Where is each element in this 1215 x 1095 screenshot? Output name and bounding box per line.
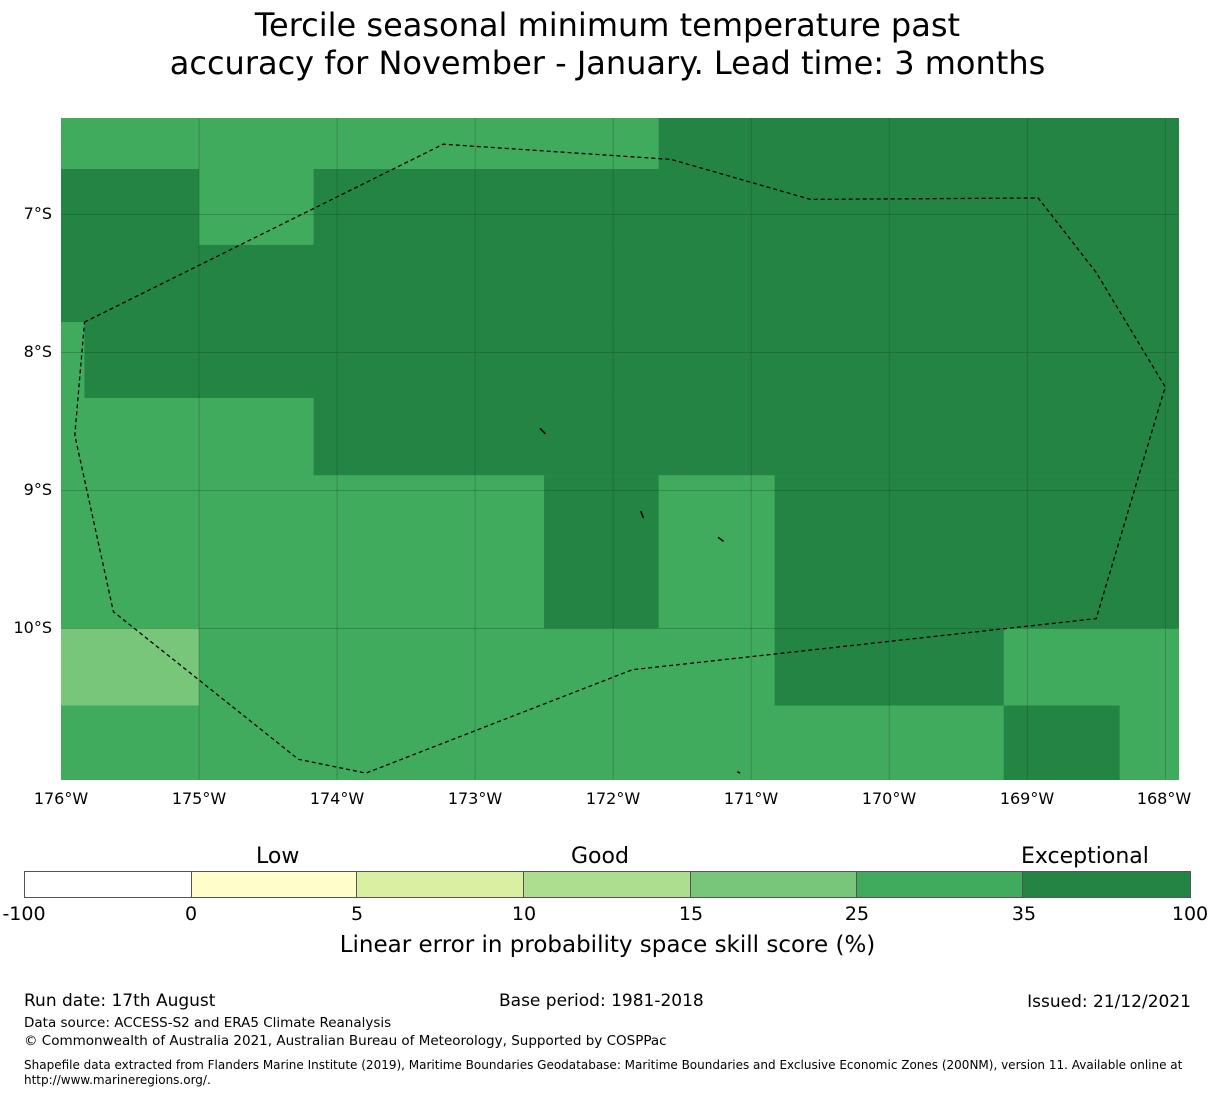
category-good: Good [571,844,629,869]
colorbar-label: Linear error in probability space skill … [339,932,876,958]
lon-label-175w: 175°W [171,789,227,808]
title-line-1: Tercile seasonal minimum temperature pas… [254,6,961,44]
map-cell-10 [774,475,1179,629]
lon-label-174w: 174°W [309,789,365,808]
map-cell-9 [544,475,659,629]
map-cell-8 [313,397,1179,476]
base-period: Base period: 1981-2018 [499,991,704,1011]
run-date: Run date: 17th August [24,991,216,1011]
category-exceptional: Exceptional [1021,844,1149,869]
lon-label-176w: 176°W [33,789,89,808]
lon-label-169w: 169°W [999,789,1055,808]
island-0 [539,427,546,435]
map-cell-13 [1003,705,1120,780]
colorbar-segment-10-15 [524,872,691,897]
island-1 [640,510,645,519]
colorbar-tick-5: 5 [350,903,364,925]
map-cell-6 [61,322,85,398]
lon-label-172w: 172°W [585,789,641,808]
map-panel[interactable] [61,118,1179,780]
colorbar-tick-15: 15 [678,903,704,925]
map-cell-2 [61,169,200,323]
lon-label-171w: 171°W [723,789,779,808]
colorbar-segment-0-5 [191,872,358,897]
colorbar-segment-5-10 [357,872,525,897]
colorbar-segment-25-35 [856,872,1024,897]
colorbar-tick-10: 10 [511,903,537,925]
lat-label-10s: 10°S [13,618,52,637]
title-line-2: accuracy for November - January. Lead ti… [169,44,1046,82]
issued-date: Issued: 21/12/2021 [1027,992,1191,1012]
map-cell-7 [84,322,1179,398]
chart-title: Tercile seasonal minimum temperature pas… [0,6,1215,82]
skill-map [61,118,1179,780]
colorbar [24,871,1191,898]
island-2 [717,536,724,543]
map-cell-1 [658,118,1179,170]
map-cell-4 [313,169,1179,245]
colorbar-tick-neg100: -100 [2,903,46,925]
lon-label-168w: 168°W [1136,789,1192,808]
lon-label-173w: 173°W [447,789,503,808]
map-cell-5 [199,244,1179,323]
colorbar-segment-35-100 [1023,872,1191,897]
shapefile-credit: Shapefile data extracted from Flanders M… [24,1058,1183,1087]
lon-label-170w: 170°W [861,789,917,808]
colorbar-tick-0: 0 [184,903,198,925]
colorbar-tick-25: 25 [844,903,870,925]
colorbar-tick-35: 35 [1011,903,1037,925]
colorbar-segment-neg100-0 [25,872,192,897]
category-low: Low [256,844,300,869]
lat-label-9s: 9°S [23,480,52,499]
lat-label-8s: 8°S [23,342,52,361]
eez-boundary [74,143,1166,774]
map-cell-11 [61,628,200,706]
colorbar-tick-100: 100 [1171,903,1209,925]
map-cell-3 [199,169,314,245]
copyright: © Commonwealth of Australia 2021, Austra… [24,1033,667,1049]
map-cell-0 [61,118,659,170]
colorbar-segment-15-25 [690,872,857,897]
data-source: Data source: ACCESS-S2 and ERA5 Climate … [24,1015,392,1031]
island-3 [736,771,741,774]
lat-label-7s: 7°S [23,204,52,223]
